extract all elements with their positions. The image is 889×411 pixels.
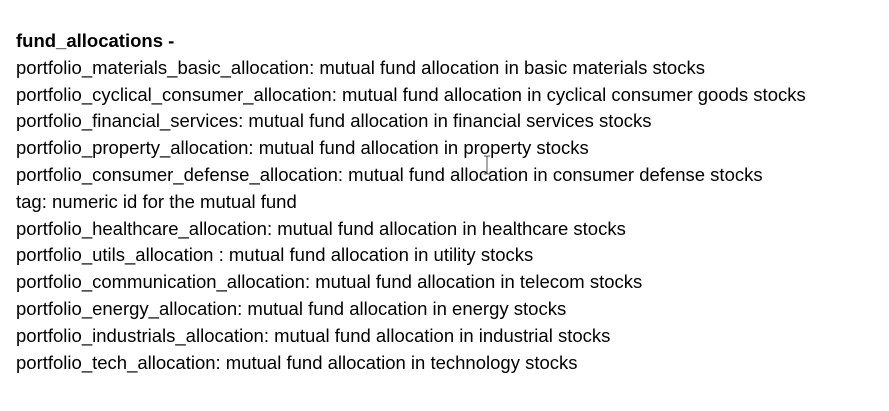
field-description-line: portfolio_energy_allocation: mutual fund… bbox=[16, 297, 567, 319]
field-description-line: portfolio_materials_basic_allocation: mu… bbox=[16, 56, 705, 78]
field-description-line: portfolio_tech_allocation: mutual fund a… bbox=[16, 351, 578, 373]
field-description-line: portfolio_property_allocation: mutual fu… bbox=[16, 137, 589, 159]
field-description-line: portfolio_healthcare_allocation: mutual … bbox=[16, 217, 626, 239]
field-description-line: portfolio_communication_allocation: mutu… bbox=[16, 271, 643, 293]
field-description-line: portfolio_industrials_allocation: mutual… bbox=[16, 324, 611, 346]
section-heading: fund_allocations - bbox=[16, 30, 175, 51]
field-description-line: portfolio_utils_allocation : mutual fund… bbox=[16, 244, 534, 266]
text-cursor-icon bbox=[484, 155, 490, 175]
field-description-line: portfolio_consumer_defense_allocation: m… bbox=[16, 163, 763, 185]
field-description-line: tag: numeric id for the mutual fund bbox=[16, 190, 297, 212]
field-description-line: portfolio_cyclical_consumer_allocation: … bbox=[16, 83, 806, 105]
field-description-line: portfolio_financial_services: mutual fun… bbox=[16, 110, 652, 132]
document-body: fund_allocations - portfolio_materials_b… bbox=[16, 28, 876, 376]
